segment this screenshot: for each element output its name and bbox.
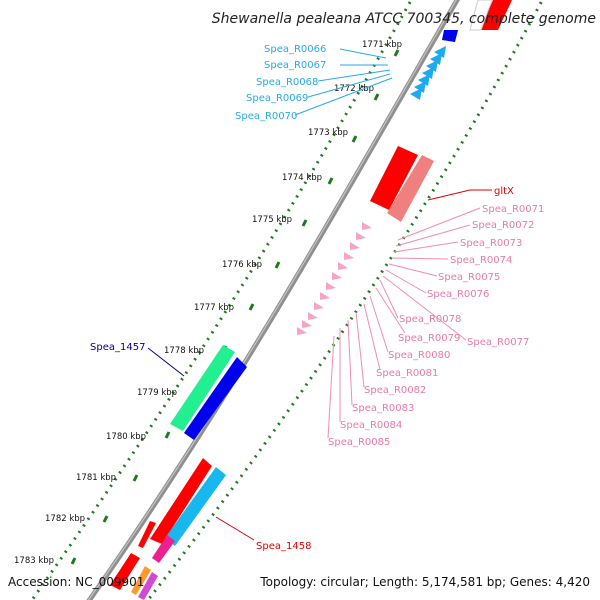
gene-bottom-red: [110, 553, 140, 590]
gene-label-r0073: Spea_R0073: [460, 238, 522, 249]
gene-gltx-red: [370, 146, 418, 210]
cyan-leader-lines: [294, 48, 393, 116]
gene-spea1458-cyan: [165, 467, 226, 546]
gene-spea1457-green: [170, 345, 235, 431]
gene-label-r0081: Spea_R0081: [376, 368, 438, 379]
tick-label-1782: 1782 kbp: [45, 514, 85, 524]
tick-label-1783: 1783 kbp: [14, 556, 54, 566]
gene-magenta: [152, 535, 175, 563]
gene-label-r0083: Spea_R0083: [352, 403, 414, 414]
gene-label-r0070: Spea_R0070: [235, 111, 297, 122]
gene-top-red: [480, 0, 512, 30]
tick-label-1777: 1777 kbp: [194, 303, 234, 313]
pink-leader-lines: [327, 207, 481, 439]
gene-small-red: [138, 521, 156, 548]
gene-label-r0082: Spea_R0082: [364, 385, 426, 396]
gene-label-r0076: Spea_R0076: [427, 289, 489, 300]
gene-label-r0078: Spea_R0078: [399, 314, 461, 325]
tick-marks: [70, 49, 400, 565]
gene-label-spea1457: Spea_1457: [90, 342, 145, 353]
genome-backbone: [86, 0, 461, 600]
gene-bottom-orange: [131, 566, 151, 595]
gene-label-r0074: Spea_R0074: [450, 255, 512, 266]
tick-label-1773: 1773 kbp: [308, 128, 348, 138]
pink-gene-labels: Spea_R0071 Spea_R0072 Spea_R0073 Spea_R0…: [328, 204, 544, 448]
gene-label-r0080: Spea_R0080: [388, 350, 450, 361]
outer-tick-ring: [30, 0, 413, 600]
gene-label-r0071: Spea_R0071: [482, 204, 544, 215]
gene-label-r0068: Spea_R0068: [256, 77, 318, 88]
gene-label-r0084: Spea_R0084: [340, 420, 402, 431]
gene-label-r0069: Spea_R0069: [246, 93, 308, 104]
gene-top-white: [469, 0, 493, 31]
pink-trna-arrows: [297, 222, 372, 335]
gene-label-gltx: gltX: [494, 186, 514, 197]
accession-text: Accession: NC_009901: [8, 575, 144, 589]
gene-spea1457-blue: [184, 357, 247, 440]
gene-label-r0066: Spea_R0066: [264, 44, 326, 55]
gene-label-r0077: Spea_R0077: [467, 337, 529, 348]
tick-label-1775: 1775 kbp: [252, 215, 292, 225]
cyan-rrna-arrows: [410, 46, 446, 100]
gene-label-r0085: Spea_R0085: [328, 437, 390, 448]
gene-label-r0072: Spea_R0072: [472, 220, 534, 231]
gene-label-spea1458: Spea_1458: [256, 541, 311, 552]
gene-top-blue: [442, 30, 458, 42]
spea1457-leader-line: [147, 347, 185, 377]
tick-label-1771: 1771 kbp: [362, 40, 402, 50]
tick-label-1776: 1776 kbp: [222, 260, 262, 270]
tick-label-1772: 1772 kbp: [334, 84, 374, 94]
cyan-gene-labels: Spea_R0066 Spea_R0067 Spea_R0068 Spea_R0…: [235, 44, 326, 122]
spea1458-leader-line: [215, 516, 255, 541]
gene-gltx-salmon: [387, 155, 434, 222]
tick-label-1780: 1780 kbp: [106, 432, 146, 442]
genome-title: Shewanella pealeana ATCC 700345, complet…: [212, 11, 596, 27]
tick-labels: 1771 kbp 1772 kbp 1773 kbp 1774 kbp 1775…: [14, 40, 402, 566]
gene-label-r0067: Spea_R0067: [264, 60, 326, 71]
tick-label-1774: 1774 kbp: [282, 173, 322, 183]
gene-spea1458-red: [150, 458, 212, 544]
gene-bottom-purple: [138, 572, 158, 600]
tick-label-1781: 1781 kbp: [76, 473, 116, 483]
gene-label-r0075: Spea_R0075: [438, 272, 500, 283]
tick-label-1779: 1779 kbp: [137, 388, 177, 398]
gene-label-r0079: Spea_R0079: [398, 333, 460, 344]
genome-backbone-highlight: [87, 0, 457, 600]
genome-summary-text: Topology: circular; Length: 5,174,581 bp…: [259, 575, 590, 589]
tick-label-1778: 1778 kbp: [164, 346, 204, 356]
gltx-leader-line: [427, 189, 492, 201]
